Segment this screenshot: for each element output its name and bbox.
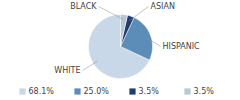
svg-text:HISPANIC: HISPANIC — [163, 42, 201, 51]
svg-text:3.5%: 3.5% — [194, 87, 215, 96]
svg-text:3.5%: 3.5% — [139, 87, 160, 96]
svg-text:68.1%: 68.1% — [29, 87, 55, 96]
svg-text:BLACK: BLACK — [70, 2, 97, 11]
svg-text:WHITE: WHITE — [54, 66, 80, 75]
svg-text:25.0%: 25.0% — [84, 87, 110, 96]
svg-text:ASIAN: ASIAN — [151, 2, 175, 11]
